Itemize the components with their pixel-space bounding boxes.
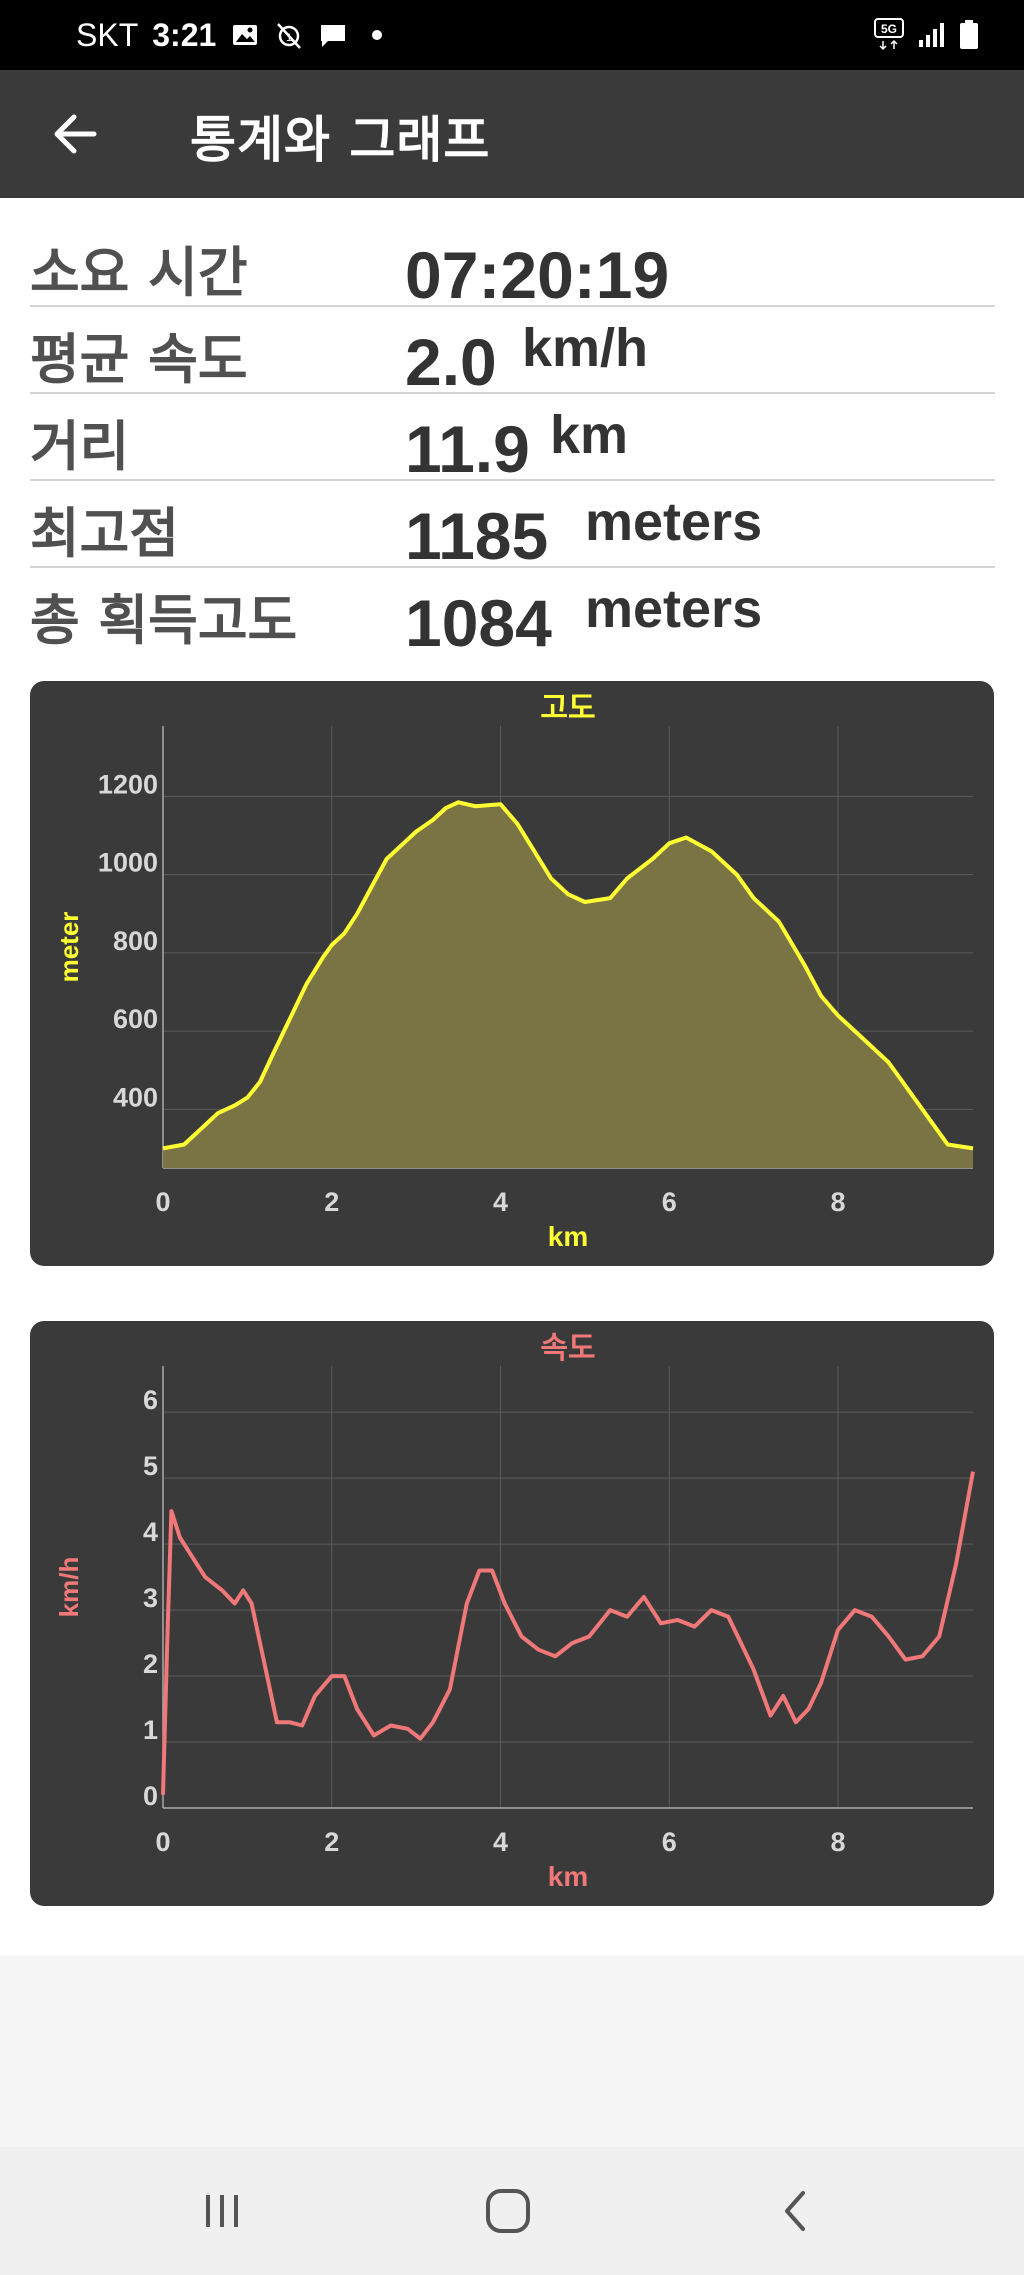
x-tick-label: 4: [493, 1187, 508, 1217]
stat-label: 거리: [30, 415, 130, 478]
stat-value-group: 1084 meters: [405, 568, 985, 653]
arrow-left-icon: [54, 114, 97, 154]
image-icon: [233, 25, 258, 45]
elevation-chart: 0 2 4 6 8 400 600 800 1000 1200 고도 km meter: [54, 691, 974, 1252]
y-axis-label: km/h: [54, 1557, 84, 1618]
stat-label: 총 획득고도: [30, 589, 298, 652]
x-tick-label: 4: [493, 1827, 508, 1857]
y-tick-label: 3: [143, 1583, 158, 1613]
recent-apps-icon: [206, 2195, 238, 2227]
stat-value-group: 07:20:19: [405, 220, 985, 305]
stat-value-group: 1185 meters: [405, 481, 985, 566]
stat-value-group: 11.9 km: [405, 394, 985, 479]
x-tick-label: 6: [662, 1187, 677, 1217]
svg-text:1: 1: [286, 32, 292, 44]
clock: 3:21: [152, 16, 217, 53]
x-tick-label: 8: [830, 1187, 845, 1217]
elevation-chart-card: 0 2 4 6 8 400 600 800 1000 1200 고도 km meter: [30, 681, 994, 1266]
stat-row-total-ascent: 총 획득고도 1084 meters: [30, 568, 995, 653]
y-tick-label: 4: [143, 1517, 158, 1547]
stat-row-duration: 소요 시간 07:20:19: [30, 220, 995, 307]
chart-title: 속도: [540, 1331, 595, 1366]
x-tick-label: 2: [324, 1187, 339, 1217]
stat-value-group: 2.0 km/h: [405, 307, 985, 392]
stat-label: 소요 시간: [30, 241, 248, 304]
y-tick-label: 1200: [98, 769, 158, 799]
y-tick-label: 2: [143, 1649, 158, 1679]
recent-apps-button[interactable]: [162, 2147, 282, 2275]
y-tick-label: 1000: [98, 848, 158, 878]
x-tick-label: 0: [155, 1187, 170, 1217]
y-tick-label: 600: [113, 1004, 158, 1034]
chart-title: 고도: [540, 691, 595, 726]
stats-table: 소요 시간 07:20:19 평균 속도 2.0 km/h 거리 11.9 km…: [30, 220, 995, 653]
status-bar: SKT 3:21 1 5G: [0, 0, 1024, 70]
status-bar-left: SKT 3:21 1: [76, 0, 392, 70]
message-icon: [321, 25, 346, 47]
x-tick-label: 8: [830, 1827, 845, 1857]
y-tick-label: 800: [113, 926, 158, 956]
home-icon: [486, 2189, 530, 2233]
chevron-left-icon: [785, 2191, 805, 2231]
page-title: 통계와 그래프: [190, 111, 491, 169]
navigation-bar: [0, 2147, 1024, 2275]
battery-icon: [960, 20, 978, 49]
network-type-label: 5G: [881, 22, 897, 36]
y-tick-label: 1: [143, 1715, 158, 1745]
area-fill: [163, 802, 973, 1168]
system-back-button[interactable]: [735, 2147, 855, 2275]
stat-row-avg-speed: 평균 속도 2.0 km/h: [30, 307, 995, 394]
stat-value: 1185: [405, 499, 549, 568]
status-bar-right: 5G: [874, 0, 980, 70]
stat-unit: meters: [585, 579, 763, 639]
x-tick-label: 2: [324, 1827, 339, 1857]
back-button[interactable]: [40, 104, 110, 164]
stat-value: 2.0: [405, 325, 497, 394]
stat-unit: km: [550, 405, 629, 465]
app-bar: 통계와 그래프: [0, 70, 1024, 198]
stat-row-distance: 거리 11.9 km: [30, 394, 995, 481]
x-axis-label: km: [548, 1221, 588, 1252]
series-line: [161, 1471, 975, 1795]
stat-value: 07:20:19: [405, 238, 670, 307]
y-tick-label: 0: [143, 1781, 158, 1811]
stat-value: 1084: [405, 586, 552, 653]
stat-label: 최고점: [30, 502, 180, 565]
series-line: [162, 800, 974, 1151]
stat-unit: km/h: [522, 318, 649, 378]
stat-unit: meters: [585, 492, 763, 552]
stat-label: 평균 속도: [30, 328, 248, 391]
stat-value: 11.9: [405, 412, 530, 481]
x-axis-label: km: [548, 1861, 588, 1892]
y-tick-label: 6: [143, 1385, 158, 1415]
y-tick-label: 5: [143, 1451, 158, 1481]
y-axis-label: meter: [54, 912, 84, 983]
stats-content: 소요 시간 07:20:19 평균 속도 2.0 km/h 거리 11.9 km…: [0, 198, 1024, 1955]
x-tick-label: 0: [155, 1827, 170, 1857]
y-tick-label: 400: [113, 1082, 158, 1112]
stat-row-max-elevation: 최고점 1185 meters: [30, 481, 995, 568]
signal-icon: [919, 23, 944, 47]
speed-chart-card: 0 2 4 6 8 0 1 2 3 4 5 6 속도 km km/h: [30, 1321, 994, 1906]
alarm-off-icon: 1: [277, 23, 302, 49]
speed-chart: 0 2 4 6 8 0 1 2 3 4 5 6 속도 km km/h: [54, 1331, 975, 1892]
x-tick-label: 6: [662, 1827, 677, 1857]
carrier-label: SKT: [76, 16, 139, 53]
5g-network-icon: 5G: [874, 18, 904, 51]
notification-dot-icon: [372, 30, 383, 40]
home-button[interactable]: [448, 2147, 568, 2275]
